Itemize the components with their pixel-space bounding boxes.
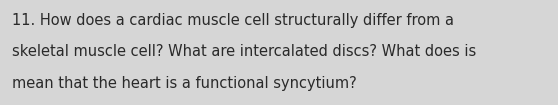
Text: skeletal muscle cell? What are intercalated discs? What does is: skeletal muscle cell? What are intercala… [12,44,477,59]
Text: mean that the heart is a functional syncytium?: mean that the heart is a functional sync… [12,76,357,91]
Text: 11. How does a cardiac muscle cell structurally differ from a: 11. How does a cardiac muscle cell struc… [12,13,454,28]
